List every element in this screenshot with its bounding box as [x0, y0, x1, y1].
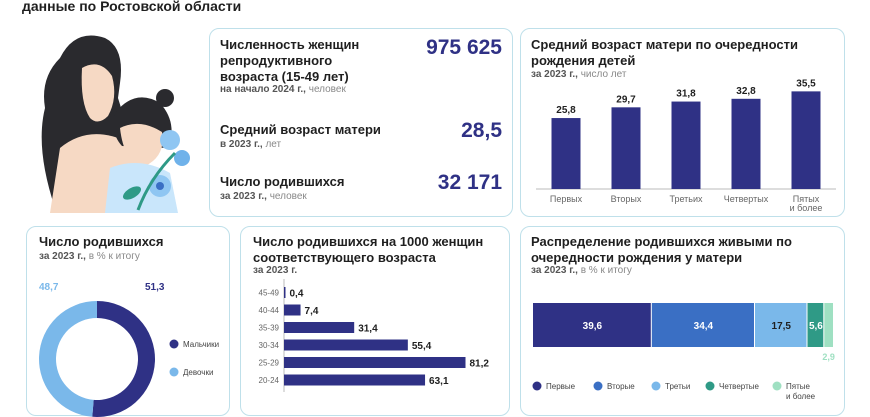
- donut-slice: [92, 301, 156, 417]
- slice-value-label: 48,7: [39, 282, 59, 293]
- births-per-1000-card: Число родившихся на 1000 женщин соответс…: [240, 226, 510, 416]
- births-per-1000-chart: 45-49 0,4 40-44 7,4 35-39 31,4 30-34 55,4 25-29 8…: [259, 279, 490, 392]
- segment-value-label: 34,4: [694, 321, 714, 332]
- births-by-sex-period: за 2023 г., в % к итогу: [39, 251, 140, 262]
- births-per-1000-title: Число родившихся на 1000 женщин соответс…: [253, 234, 484, 265]
- stacked-segment: [755, 303, 807, 347]
- births-period: за 2023 г., человек: [220, 191, 307, 202]
- stacked-segment: [533, 303, 651, 347]
- legend-marker: [593, 381, 603, 391]
- bar: [611, 107, 641, 189]
- bar: [284, 304, 301, 316]
- legend-label: Вторые: [607, 382, 635, 391]
- bar-value-label: 35,5: [796, 78, 816, 89]
- stacked-segment: [824, 303, 833, 347]
- births-by-sex-title: Число родившихся: [39, 234, 164, 249]
- women-count-label: Численность женщин репродуктивного возра…: [220, 37, 360, 84]
- legend-label: Четвертые: [719, 382, 759, 391]
- legend-marker: [169, 367, 179, 377]
- bar: [284, 374, 426, 386]
- bar: [284, 357, 466, 368]
- women-count-value: 975 625: [426, 36, 502, 59]
- bar-value-label: 55,4: [412, 341, 432, 352]
- mother-face: [81, 64, 115, 122]
- bar: [284, 322, 355, 333]
- x-tick-label: Вторых: [611, 194, 642, 204]
- legend-label: Мальчики: [183, 340, 219, 349]
- bar-value-label: 7,4: [305, 306, 319, 317]
- slice-value-label: 51,3: [145, 282, 165, 293]
- x-tick-label: Третьих: [669, 194, 703, 204]
- avg-age-period: в 2023 г., лет: [220, 139, 282, 150]
- legend-label: Первые: [546, 382, 576, 391]
- stacked-segment: [807, 303, 824, 347]
- bar: [731, 98, 761, 189]
- x-tick-label: Первых: [550, 194, 583, 204]
- daughter-face: [120, 123, 163, 166]
- bar-value-label: 63,1: [429, 376, 449, 387]
- births-by-order-period: за 2023 г., в % к итогу: [531, 265, 632, 276]
- bar: [551, 118, 581, 189]
- women-count-period: на начало 2024 г., человек: [220, 84, 346, 95]
- births-label: Число родившихся: [220, 174, 345, 189]
- x-tick-label: и более: [790, 203, 823, 213]
- y-tick-label: 45-49: [259, 289, 280, 298]
- births-value: 32 171: [437, 171, 502, 194]
- segment-value-label: 39,6: [583, 321, 603, 332]
- legend-label: и более: [786, 392, 816, 401]
- mother-daughter-illustration: [41, 35, 190, 213]
- births-by-order-title: Распределение родившихся живыми по очере…: [531, 234, 792, 265]
- births-by-sex-card: Число родившихся за 2023 г., в % к итогу…: [26, 226, 230, 417]
- legend-label: Третьи: [665, 382, 690, 391]
- births-by-order-chart: 39,6 34,4 17,5 5,6 2,9 Первые Вторые Третьи Четв…: [532, 303, 835, 401]
- y-tick-label: 40-44: [259, 306, 280, 315]
- x-tick-label: Пятых: [793, 194, 820, 204]
- age-by-order-chart: 25,8 Первых 29,7 Вторых 31,8 Третьих 32,8 Четве…: [536, 78, 836, 213]
- age-by-order-title: Средний возраст матери по очередности ро…: [531, 37, 798, 68]
- y-tick-label: 25-29: [259, 359, 280, 368]
- legend-label: Пятые: [786, 382, 810, 391]
- bar: [284, 287, 286, 298]
- flower-icon: [122, 130, 190, 211]
- y-tick-label: 35-39: [259, 324, 280, 333]
- births-by-sex-chart: 51,3 48,7 Мальчики Девочки: [39, 282, 219, 417]
- age-by-order-period: за 2023 г., число лет: [531, 69, 627, 80]
- legend-marker: [705, 381, 715, 391]
- bar: [671, 101, 701, 189]
- y-tick-label: 20-24: [259, 376, 280, 385]
- summary-card: Численность женщин репродуктивного возра…: [209, 28, 513, 217]
- bar-value-label: 81,2: [470, 359, 490, 370]
- bar-value-label: 29,7: [616, 94, 636, 105]
- legend-marker: [651, 381, 661, 391]
- legend-marker: [532, 381, 542, 391]
- y-tick-label: 30-34: [259, 341, 280, 350]
- avg-age-label: Средний возраст матери: [220, 122, 381, 137]
- bar-value-label: 0,4: [290, 289, 304, 300]
- bar-value-label: 31,8: [676, 89, 696, 100]
- bar-value-label: 31,4: [358, 324, 378, 335]
- births-by-order-card: Распределение родившихся живыми по очере…: [520, 226, 845, 416]
- legend-marker: [169, 339, 179, 349]
- avg-age-value: 28,5: [461, 119, 502, 142]
- legend-marker: [772, 381, 782, 391]
- segment-value-label: 2,9: [822, 352, 835, 362]
- legend-label: Девочки: [183, 368, 213, 377]
- x-tick-label: Четвертых: [724, 194, 769, 204]
- births-per-1000-period: за 2023 г.: [253, 265, 298, 276]
- bar: [791, 91, 821, 189]
- stacked-segment: [651, 303, 754, 347]
- bar-value-label: 25,8: [556, 105, 576, 116]
- daughter-bun: [156, 89, 174, 107]
- age-by-order-card: Средний возраст матери по очередности ро…: [520, 28, 845, 217]
- segment-value-label: 17,5: [772, 321, 792, 332]
- bar: [284, 339, 408, 351]
- page-subtitle: данные по Ростовской области: [22, 0, 242, 14]
- donut-slice: [39, 301, 97, 417]
- segment-value-label: 5,6: [809, 321, 823, 332]
- bar-value-label: 32,8: [736, 86, 756, 97]
